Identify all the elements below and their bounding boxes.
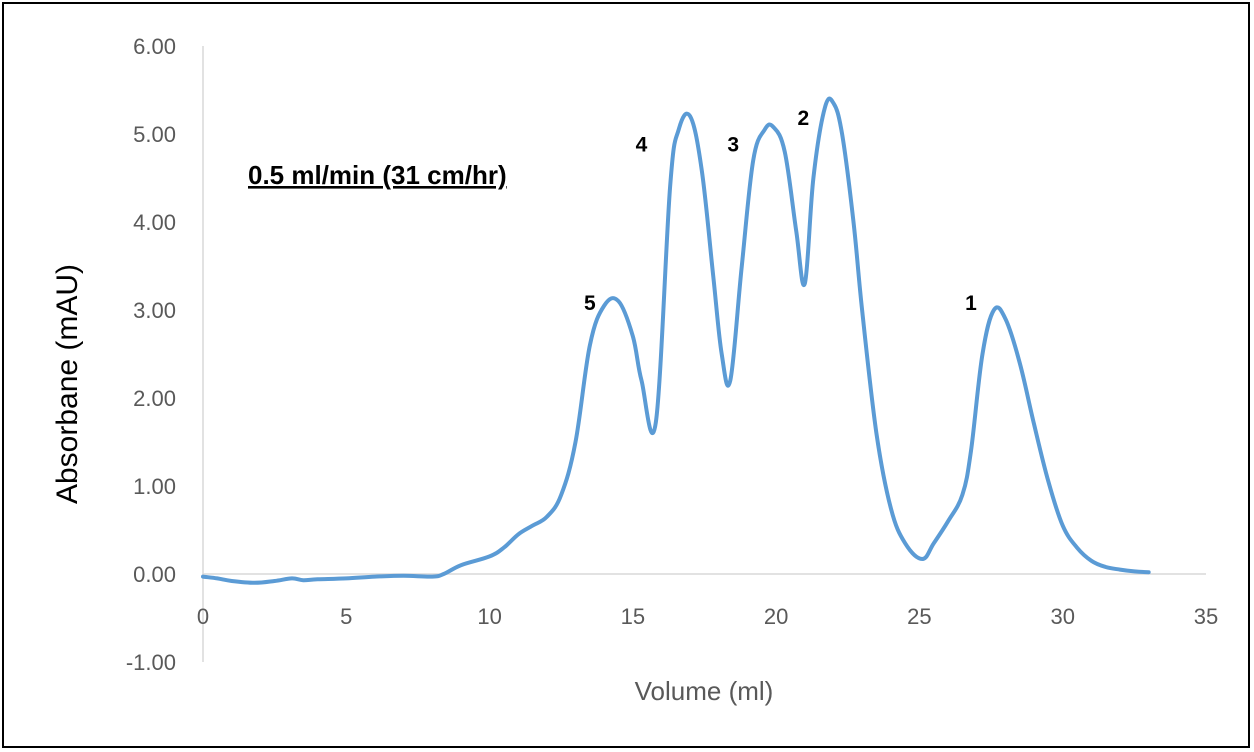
peak-label: 2	[798, 107, 810, 130]
x-tick-label: 0	[197, 604, 209, 629]
peak-label: 3	[727, 134, 739, 157]
flow-rate-annotation: 0.5 ml/min (31 cm/hr)	[248, 160, 507, 190]
y-tick-label: 2.00	[133, 386, 176, 411]
series-line	[201, 96, 1151, 585]
peak-label: 4	[636, 134, 648, 157]
peak-label: 5	[584, 292, 596, 315]
y-tick-label: -1.00	[126, 650, 176, 675]
y-tick-label: 4.00	[133, 210, 176, 235]
x-tick-label: 30	[1050, 604, 1074, 629]
x-tick-label: 5	[340, 604, 352, 629]
x-tick-label: 10	[477, 604, 501, 629]
y-tick-label: 0.00	[133, 562, 176, 587]
x-tick-labels: 0 5 10 15 20 25 30 35	[197, 604, 1218, 629]
y-tick-labels: 6.00 5.00 4.00 3.00 2.00 1.00 0.00 -1.00	[126, 34, 176, 675]
x-tick-label: 15	[621, 604, 645, 629]
x-tick-label: 35	[1194, 604, 1218, 629]
y-tick-label: 6.00	[133, 34, 176, 59]
y-axis-title: Absorbane (mAU)	[51, 264, 84, 504]
x-tick-label: 20	[764, 604, 788, 629]
x-tick-label: 25	[907, 604, 931, 629]
y-tick-label: 3.00	[133, 298, 176, 323]
peak-label: 1	[965, 292, 977, 315]
axes	[202, 46, 1206, 662]
peak-labels: 1 2 3 4 5	[584, 107, 977, 315]
y-tick-label: 5.00	[133, 122, 176, 147]
y-tick-label: 1.00	[133, 474, 176, 499]
x-axis-title: Volume (ml)	[635, 676, 774, 706]
